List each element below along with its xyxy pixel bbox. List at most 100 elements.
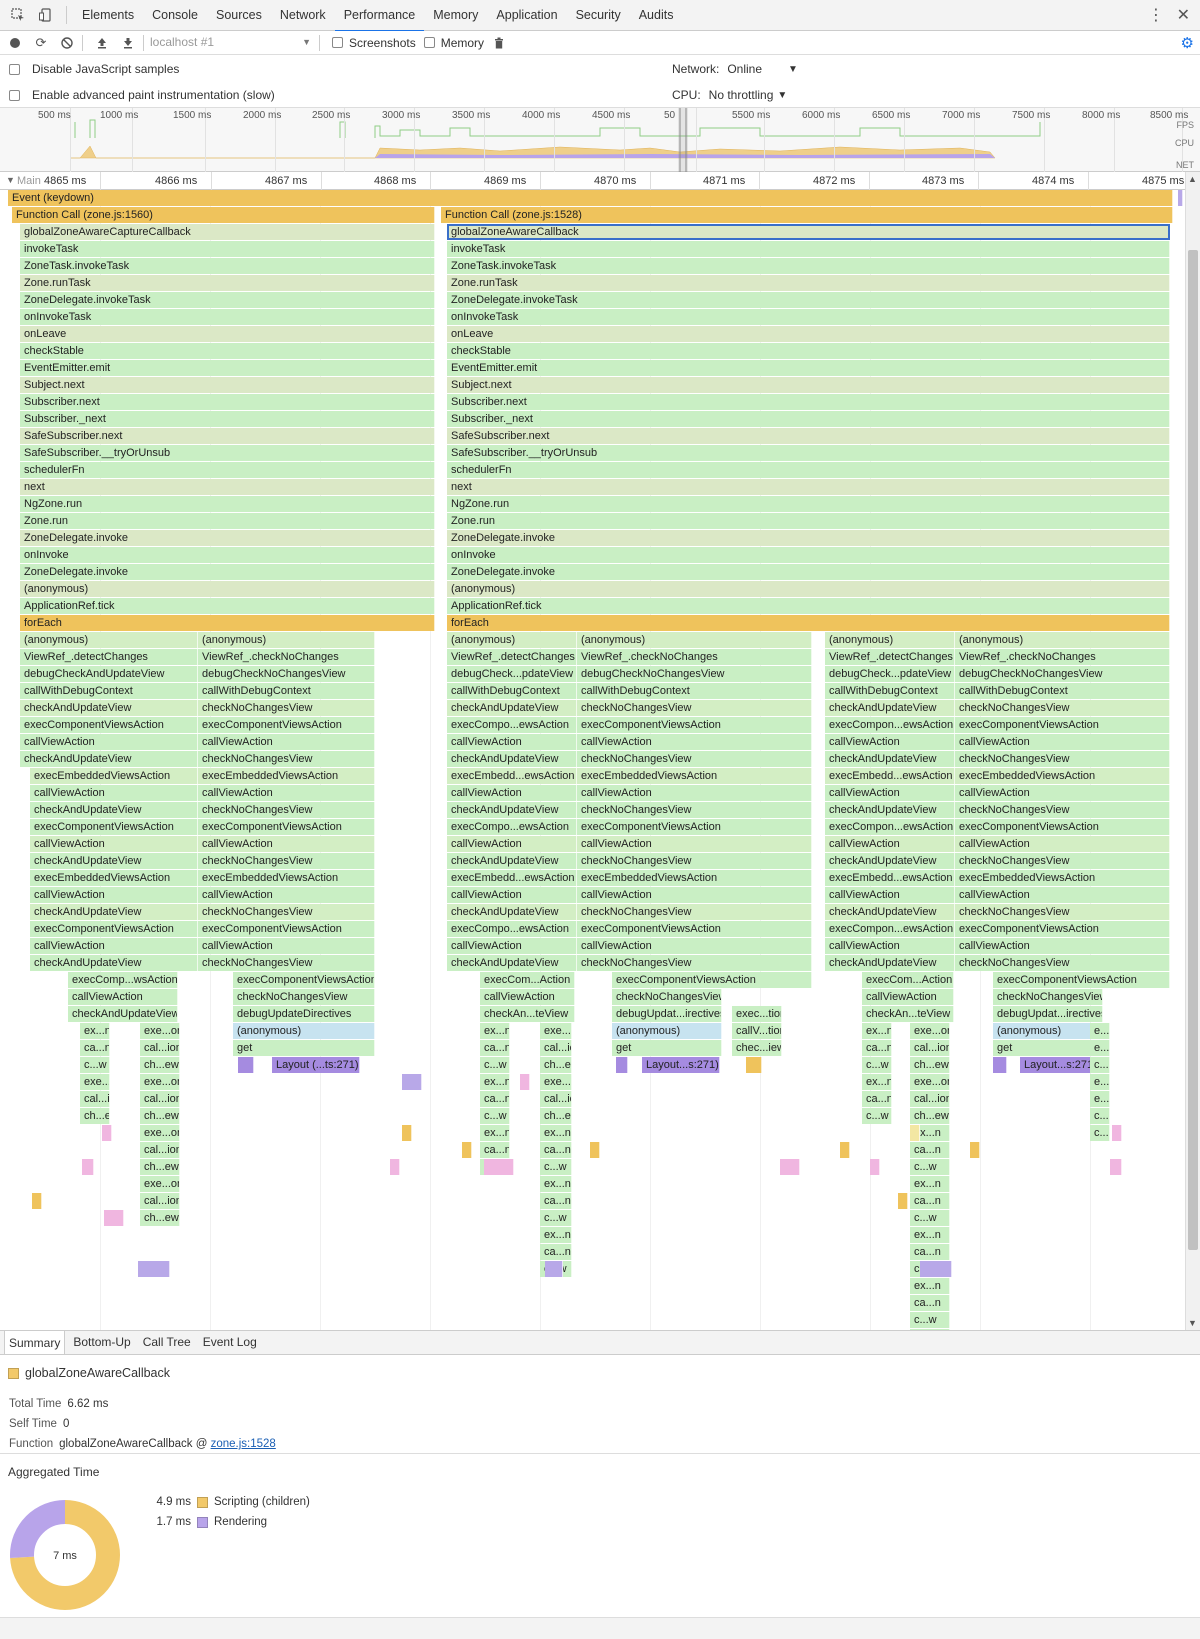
stack-frame[interactable]: callViewAction: [577, 887, 812, 903]
stack-frame[interactable]: c...w: [480, 1108, 510, 1124]
scroll-down-icon[interactable]: ▼: [1188, 1318, 1197, 1328]
stack-frame[interactable]: (anonymous): [993, 1023, 1103, 1039]
stack-frame[interactable]: ex...n: [480, 1125, 510, 1141]
stack-frame-right[interactable]: ZoneDelegate.invokeTask: [447, 292, 1170, 308]
stack-frame[interactable]: e...: [1090, 1091, 1110, 1107]
stack-frame[interactable]: ch...ew: [540, 1057, 572, 1073]
stack-frame[interactable]: ViewRef_.detectChanges: [825, 649, 955, 665]
scrollbar-thumb[interactable]: [1188, 250, 1198, 1250]
stack-frame[interactable]: debugCheckAndUpdateView: [20, 666, 198, 682]
stack-frame[interactable]: (anonymous): [447, 632, 577, 648]
stack-frame-left[interactable]: ZoneDelegate.invoke: [20, 530, 435, 546]
event-keydown-bar[interactable]: Event (keydown): [8, 190, 1173, 206]
stack-frame[interactable]: debugCheck...pdateView: [447, 666, 577, 682]
stack-frame[interactable]: checkAn...teView: [480, 1006, 575, 1022]
tab-security[interactable]: Security: [575, 7, 621, 22]
stack-frame-left[interactable]: Zone.run: [20, 513, 435, 529]
stack-frame[interactable]: checkAndUpdateView: [447, 904, 577, 920]
stack-frame[interactable]: checkNoChangesView: [198, 802, 375, 818]
stack-frame[interactable]: e...: [1090, 1074, 1110, 1090]
tab-call-tree[interactable]: Call Tree: [142, 1335, 191, 1349]
stack-frame[interactable]: checkNoChangesView: [955, 904, 1170, 920]
stack-frame[interactable]: ex...n: [540, 1125, 572, 1141]
stack-frame[interactable]: execEmbeddedViewsAction: [30, 870, 198, 886]
stack-frame-right[interactable]: Subscriber.next: [447, 394, 1170, 410]
stack-frame[interactable]: checkAndUpdateView: [825, 802, 955, 818]
stack-frame-left[interactable]: onLeave: [20, 326, 435, 342]
stack-frame-left[interactable]: onInvokeTask: [20, 309, 435, 325]
event-bar[interactable]: [462, 1142, 472, 1158]
stack-frame[interactable]: execComponentViewsAction: [20, 717, 198, 733]
event-bar[interactable]: [484, 1159, 514, 1175]
event-bar[interactable]: [138, 1261, 170, 1277]
event-bar[interactable]: [590, 1142, 600, 1158]
stack-frame[interactable]: callViewAction: [198, 887, 375, 903]
tab-bottom-up[interactable]: Bottom-Up: [73, 1335, 131, 1349]
stack-frame[interactable]: callWithDebugContext: [198, 683, 375, 699]
stack-frame-left[interactable]: globalZoneAwareCaptureCallback: [20, 224, 435, 240]
stack-frame[interactable]: checkNoChangesView: [577, 853, 812, 869]
stack-frame[interactable]: checkNoChangesView: [955, 853, 1170, 869]
stack-frame[interactable]: checkAndUpdateView: [30, 955, 198, 971]
stack-frame-right[interactable]: EventEmitter.emit: [447, 360, 1170, 376]
tab-elements[interactable]: Elements: [82, 7, 135, 22]
stack-frame[interactable]: cal...ion: [540, 1040, 572, 1056]
event-bar[interactable]: [780, 1159, 800, 1175]
stack-frame[interactable]: ch...ew: [80, 1108, 110, 1124]
stack-frame[interactable]: checkNoChangesView: [955, 955, 1170, 971]
close-icon[interactable]: ✕: [1176, 7, 1190, 24]
stack-frame[interactable]: callViewAction: [30, 785, 198, 801]
stack-frame[interactable]: get: [612, 1040, 722, 1056]
flame-chart[interactable]: Event (keydown) Function Call (zone.js:15…: [0, 190, 1185, 1330]
scripting-bar[interactable]: [746, 1057, 762, 1073]
stack-frame[interactable]: c...w: [910, 1312, 950, 1328]
stack-frame[interactable]: debugUpdateDirectives: [233, 1006, 375, 1022]
stack-frame[interactable]: ca...n: [910, 1295, 950, 1311]
more-options-icon[interactable]: ⋮: [1148, 7, 1164, 24]
stack-frame-left[interactable]: SafeSubscriber.next: [20, 428, 435, 444]
stack-frame-left[interactable]: (anonymous): [20, 581, 435, 597]
stack-frame[interactable]: callViewAction: [577, 734, 812, 750]
stack-frame[interactable]: ca...n: [480, 1040, 510, 1056]
stack-frame[interactable]: execEmbeddedViewsAction: [955, 768, 1170, 784]
stack-frame[interactable]: ex...n: [910, 1227, 950, 1243]
cpu-select[interactable]: No throttling: [708, 88, 774, 102]
stack-frame[interactable]: ca...n: [480, 1142, 510, 1158]
stack-frame[interactable]: execEmbedd...ewsAction: [447, 768, 577, 784]
stack-frame[interactable]: callViewAction: [825, 887, 955, 903]
stack-frame[interactable]: callViewAction: [30, 938, 198, 954]
paint-bar[interactable]: [993, 1057, 1007, 1073]
stack-frame[interactable]: checkAndUpdateView: [825, 904, 955, 920]
event-bar[interactable]: [970, 1142, 980, 1158]
stack-frame[interactable]: ViewRef_.checkNoChanges: [198, 649, 375, 665]
event-bar[interactable]: [82, 1159, 94, 1175]
stack-frame[interactable]: (anonymous): [20, 632, 198, 648]
event-bar[interactable]: [920, 1261, 952, 1277]
stack-frame[interactable]: callWithDebugContext: [825, 683, 955, 699]
stack-frame[interactable]: checkAndUpdateView: [20, 751, 198, 767]
memory-checkbox[interactable]: [423, 37, 435, 48]
stack-frame[interactable]: ViewRef_.detectChanges: [20, 649, 198, 665]
stack-frame[interactable]: callViewAction: [198, 938, 375, 954]
stack-frame[interactable]: ca...n: [910, 1244, 950, 1260]
flame-scrollbar[interactable]: ▲ ▼: [1185, 172, 1200, 1330]
stack-frame[interactable]: exe...on: [540, 1074, 572, 1090]
stack-frame[interactable]: execEmbedd...ewsAction: [825, 870, 955, 886]
stack-frame[interactable]: execCompon...ewsAction: [825, 819, 955, 835]
stack-frame[interactable]: ex...n: [910, 1125, 950, 1141]
stack-frame[interactable]: checkAndUpdateView: [825, 700, 955, 716]
stack-frame-left[interactable]: schedulerFn: [20, 462, 435, 478]
stack-frame[interactable]: checkNoChangesView: [577, 751, 812, 767]
stack-frame-right[interactable]: Subscriber._next: [447, 411, 1170, 427]
event-bar[interactable]: [102, 1125, 112, 1141]
inspect-element-icon[interactable]: [8, 5, 28, 25]
stack-frame[interactable]: execComponentViewsAction: [198, 921, 375, 937]
stack-frame-left[interactable]: ZoneDelegate.invoke: [20, 564, 435, 580]
stack-frame-right[interactable]: next: [447, 479, 1170, 495]
stack-frame-right[interactable]: (anonymous): [447, 581, 1170, 597]
stack-frame[interactable]: execComponentViewsAction: [612, 972, 812, 988]
stack-frame[interactable]: exe...on: [140, 1176, 180, 1192]
stack-frame-left[interactable]: forEach: [20, 615, 435, 631]
stack-frame-right[interactable]: forEach: [447, 615, 1170, 631]
stack-frame[interactable]: callWithDebugContext: [447, 683, 577, 699]
